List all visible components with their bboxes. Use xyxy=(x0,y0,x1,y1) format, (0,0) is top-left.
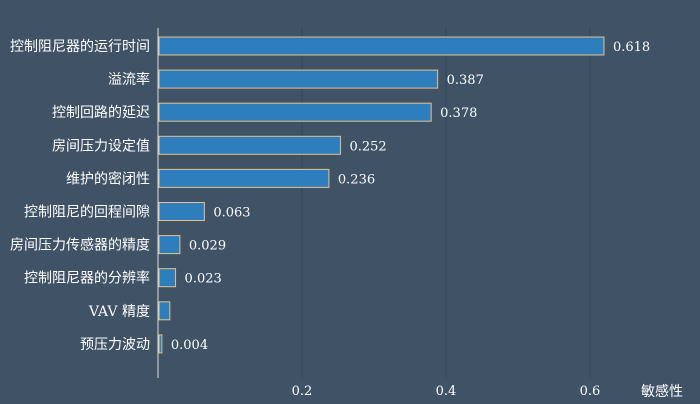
bar xyxy=(158,301,171,321)
category-label: 房间压力设定值 xyxy=(52,138,150,154)
bar xyxy=(158,69,439,89)
category-label: 控制阻尼的回程间隙 xyxy=(24,205,150,221)
data-label: 0.029 xyxy=(189,239,226,254)
data-label: 0.004 xyxy=(171,338,208,353)
data-label: 0.023 xyxy=(185,272,222,287)
bar xyxy=(158,235,181,255)
data-label: 0.387 xyxy=(447,73,484,88)
x-tick-label: 0.4 xyxy=(436,384,457,399)
x-axis-title: 敏感性 xyxy=(641,383,683,400)
x-tick-label: 0.6 xyxy=(580,384,601,399)
data-label: 0.063 xyxy=(213,206,250,221)
bar xyxy=(158,168,330,188)
bar xyxy=(158,268,177,288)
bar xyxy=(158,334,163,354)
data-label: 0.618 xyxy=(613,40,650,55)
data-label: 0.252 xyxy=(349,139,386,154)
category-label: 预压力波动 xyxy=(80,337,150,353)
category-label: 房间压力传感器的精度 xyxy=(10,237,150,254)
data-label: 0.236 xyxy=(338,172,375,187)
category-label: 溢流率 xyxy=(108,71,150,88)
data-label: 0.378 xyxy=(440,106,477,121)
bar-layer xyxy=(158,36,605,354)
category-label: 控制阻尼器的运行时间 xyxy=(10,39,150,55)
category-label: 维护的密闭性 xyxy=(66,170,150,187)
bar xyxy=(158,36,605,56)
bar xyxy=(158,202,205,221)
category-label: VAV 精度 xyxy=(88,304,150,320)
category-label: 控制回路的延迟 xyxy=(52,105,150,121)
category-label: 控制阻尼器的分辨率 xyxy=(24,270,150,287)
bar xyxy=(158,102,432,122)
label-layer: 0.2 0.4 0.6 控制阻尼器的运行时间 0.618 溢流率 0.387 控制回路的延迟 0… xyxy=(10,39,650,399)
bar xyxy=(158,135,341,155)
x-tick-label: 0.2 xyxy=(292,384,313,399)
